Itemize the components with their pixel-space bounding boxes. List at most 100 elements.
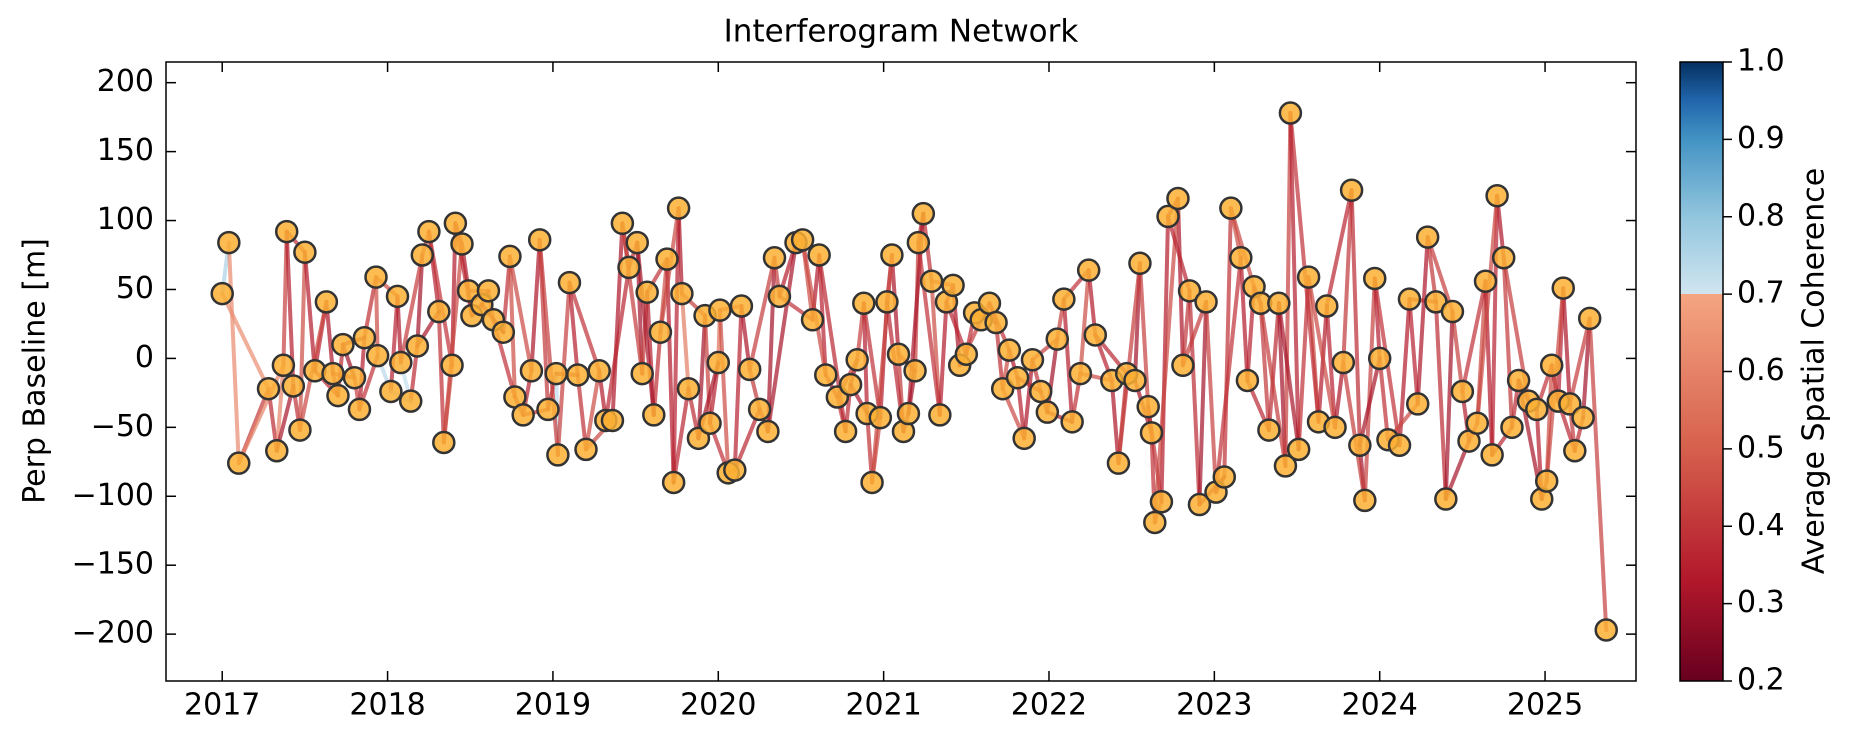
edge xyxy=(1561,286,1572,406)
edge xyxy=(610,221,625,423)
node xyxy=(1028,379,1053,404)
node xyxy=(587,359,611,383)
edge xyxy=(703,313,713,426)
node xyxy=(686,426,711,451)
x-tick-label: 2023 xyxy=(1176,688,1252,723)
node xyxy=(698,411,722,435)
node xyxy=(708,298,732,322)
edge xyxy=(374,275,380,358)
edge xyxy=(1276,301,1301,452)
y-tick-label: 100 xyxy=(97,202,154,237)
node xyxy=(1257,418,1281,442)
edge xyxy=(507,254,534,373)
edge xyxy=(1078,268,1091,376)
x-tick-label: 2025 xyxy=(1507,688,1583,723)
node xyxy=(610,211,635,236)
node xyxy=(729,294,754,318)
node xyxy=(1219,196,1243,220)
edge xyxy=(1362,276,1377,503)
edge xyxy=(1341,360,1367,503)
edge xyxy=(1490,193,1500,457)
colorbar-tick-label: 0.9 xyxy=(1737,121,1785,156)
node xyxy=(655,247,679,271)
edge xyxy=(800,237,828,377)
node xyxy=(1525,397,1549,422)
node xyxy=(274,219,299,244)
node xyxy=(906,230,931,255)
node xyxy=(1149,490,1174,514)
node xyxy=(737,357,762,382)
node xyxy=(1534,469,1559,493)
colorbar-tick-label: 0.3 xyxy=(1737,585,1785,620)
x-tick-label: 2024 xyxy=(1342,688,1418,723)
node xyxy=(1166,186,1190,211)
node xyxy=(886,342,911,367)
node xyxy=(676,376,701,401)
node xyxy=(440,353,464,378)
edge xyxy=(671,386,691,485)
node xyxy=(527,228,552,252)
edge xyxy=(1175,196,1185,368)
plot-frame xyxy=(165,61,1637,682)
node xyxy=(1123,368,1147,393)
node xyxy=(875,290,899,314)
node xyxy=(635,280,659,304)
colorbar-tick-label: 1.0 xyxy=(1737,44,1785,79)
node xyxy=(838,372,863,397)
node xyxy=(410,243,435,267)
y-tick-label: 50 xyxy=(116,271,154,306)
edge xyxy=(1266,301,1281,433)
node xyxy=(1577,306,1602,331)
node xyxy=(1194,290,1218,314)
node xyxy=(1362,266,1387,291)
node xyxy=(1035,400,1060,424)
node xyxy=(1434,487,1458,511)
node xyxy=(630,361,654,386)
node xyxy=(977,291,1002,316)
node xyxy=(1286,437,1311,462)
node xyxy=(365,343,390,368)
edge xyxy=(1475,193,1500,426)
edge xyxy=(747,255,777,372)
node xyxy=(1348,433,1372,458)
node xyxy=(1491,246,1516,270)
node xyxy=(1563,439,1587,463)
node xyxy=(1076,258,1101,282)
node xyxy=(1323,415,1347,440)
node xyxy=(443,211,468,236)
edge xyxy=(1204,299,1218,495)
edge xyxy=(537,237,560,457)
node xyxy=(1473,269,1498,293)
node xyxy=(1229,246,1253,270)
edge xyxy=(651,330,663,417)
edge xyxy=(1324,304,1338,430)
edge xyxy=(567,280,602,373)
edge xyxy=(1152,196,1180,525)
node xyxy=(1060,410,1084,434)
node xyxy=(984,310,1008,335)
edge xyxy=(220,291,271,391)
node xyxy=(476,279,501,303)
node xyxy=(1405,392,1430,416)
y-tick-label: −150 xyxy=(72,547,154,582)
edge xyxy=(1450,309,1465,394)
colorbar-tick-label: 0.5 xyxy=(1737,430,1785,465)
edge xyxy=(620,221,645,376)
node xyxy=(1187,492,1212,517)
edge xyxy=(1544,286,1566,484)
node xyxy=(1539,353,1564,378)
x-tick-label: 2018 xyxy=(349,688,425,723)
node xyxy=(767,284,792,309)
edge xyxy=(1258,301,1288,468)
node xyxy=(398,389,423,413)
edge xyxy=(575,372,588,452)
edge xyxy=(274,363,286,453)
node xyxy=(1367,346,1392,371)
node xyxy=(574,437,598,462)
node xyxy=(1083,323,1108,347)
nodes xyxy=(210,101,1618,642)
edge xyxy=(1283,111,1293,468)
edge xyxy=(1288,111,1301,452)
y-tick-label: 0 xyxy=(135,340,154,375)
colorbar-tick-label: 0.2 xyxy=(1737,663,1785,698)
